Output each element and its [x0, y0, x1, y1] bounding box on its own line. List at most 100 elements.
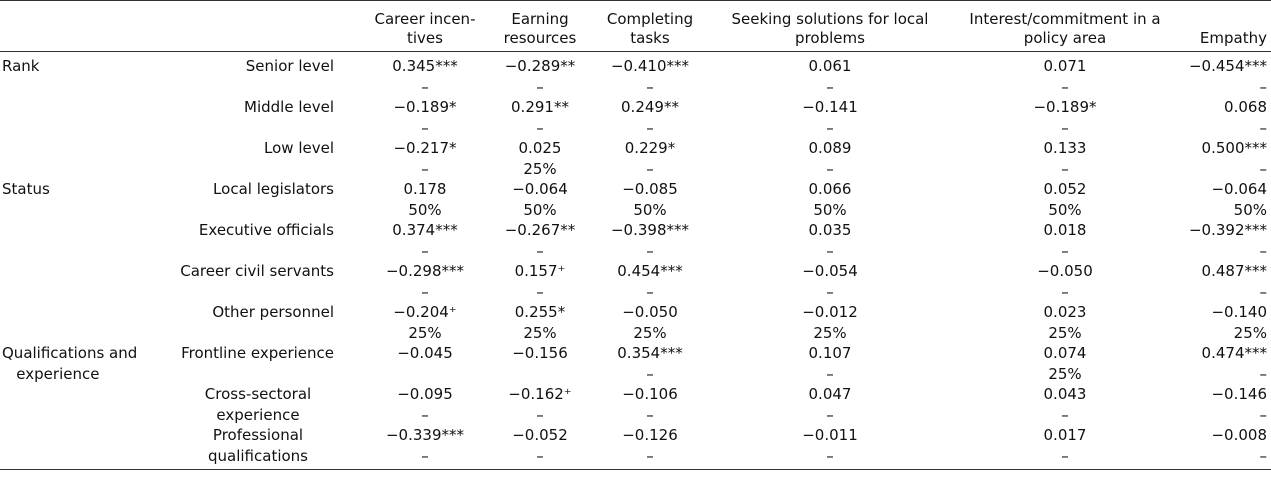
cell-subvalue: 25% — [523, 159, 557, 178]
cell-subvalue: – — [1259, 159, 1268, 178]
cell-value: −0.146 — [1211, 385, 1267, 403]
table-cell: 0.178 50% — [360, 179, 490, 220]
cell-subvalue: – — [646, 282, 654, 301]
row-group-spacer — [0, 138, 160, 179]
cell-subvalue: – — [826, 159, 834, 178]
cell-value: 0.500*** — [1201, 139, 1267, 157]
row-group-spacer — [0, 220, 160, 261]
row-label: Low level — [264, 139, 334, 157]
cell-subvalue: – — [536, 405, 544, 424]
cell-value: 0.017 — [1043, 426, 1087, 444]
table-cell: 0.249** – — [590, 97, 710, 138]
cell-value: 0.157⁺ — [514, 262, 566, 280]
table-cell: 0.291** – — [490, 97, 590, 138]
cell-value: 0.068 — [1224, 98, 1267, 116]
cell-subvalue: 50% — [408, 200, 442, 219]
table-cell: −0.267** – — [490, 220, 590, 261]
cell-value: −0.011 — [802, 426, 858, 444]
table-cell: −0.189* – — [950, 97, 1180, 138]
cell-subvalue: – — [1061, 446, 1069, 465]
table-cell: −0.298*** – — [360, 261, 490, 302]
cell-value: −0.054 — [802, 262, 858, 280]
table-cell: 0.354*** – — [590, 343, 710, 384]
cell-value: −0.126 — [622, 426, 678, 444]
cell-value: −0.085 — [622, 180, 678, 198]
row-label: Professional qualifications — [160, 425, 360, 470]
cell-value: −0.050 — [1037, 262, 1093, 280]
cell-subvalue: – — [1259, 118, 1268, 137]
table-cell: 0.052 50% — [950, 179, 1180, 220]
cell-subvalue: – — [421, 405, 429, 424]
cell-value: 0.061 — [808, 57, 852, 75]
cell-subvalue: – — [826, 77, 834, 96]
table-cell: 0.061 – — [710, 52, 950, 98]
cell-subvalue: – — [1061, 118, 1069, 137]
table-cell: −0.085 50% — [590, 179, 710, 220]
table-cell: −0.189* – — [360, 97, 490, 138]
cell-subvalue: – — [826, 364, 834, 383]
cell-subvalue: – — [826, 118, 834, 137]
cell-value: −0.106 — [622, 385, 678, 403]
cell-value: −0.012 — [802, 303, 858, 321]
cell-value: −0.217* — [393, 139, 457, 157]
cell-value: −0.204⁺ — [393, 303, 457, 321]
cell-subvalue: 25% — [1048, 364, 1082, 383]
cell-subvalue: – — [1061, 159, 1069, 178]
cell-value: −0.410*** — [610, 57, 689, 75]
table-cell: 0.017 – — [950, 425, 1180, 470]
cell-value: −0.045 — [397, 344, 453, 362]
table-cell: −0.392*** – — [1180, 220, 1271, 261]
cell-subvalue: – — [536, 241, 544, 260]
table-cell: −0.398*** – — [590, 220, 710, 261]
column-header — [0, 0, 160, 52]
cell-value: −0.052 — [512, 426, 568, 444]
table-cell: 0.487*** – — [1180, 261, 1271, 302]
table-cell: −0.106 – — [590, 384, 710, 425]
table-cell: 0.374*** – — [360, 220, 490, 261]
cell-value: −0.008 — [1211, 426, 1267, 444]
table-cell: −0.052 – — [490, 425, 590, 470]
cell-subvalue: – — [646, 241, 654, 260]
table-row: Status Local legislators 0.178 50% −0.064 50%… — [0, 179, 1271, 220]
cell-subvalue: – — [421, 159, 429, 178]
row-label: Career civil servants — [180, 262, 334, 280]
table-cell: −0.146 – — [1180, 384, 1271, 425]
cell-subvalue: – — [1061, 77, 1069, 96]
row-group-spacer — [0, 302, 160, 343]
table-row: Career civil servants −0.298*** –0.157⁺ –0.… — [0, 261, 1271, 302]
table-cell: −0.410*** – — [590, 52, 710, 98]
column-header: Empathy — [1180, 0, 1271, 52]
table-cell: 0.043 – — [950, 384, 1180, 425]
table-cell: 0.157⁺ – — [490, 261, 590, 302]
cell-subvalue: 25% — [633, 323, 667, 342]
row-label: Other personnel — [212, 303, 334, 321]
table-cell: 0.229* – — [590, 138, 710, 179]
cell-subvalue: – — [1259, 405, 1268, 424]
cell-subvalue: – — [536, 446, 544, 465]
cell-subvalue: – — [1259, 77, 1268, 96]
table-cell: −0.204⁺ 25% — [360, 302, 490, 343]
table-cell: 0.047 – — [710, 384, 950, 425]
table-cell: −0.217* – — [360, 138, 490, 179]
table-cell: −0.141 – — [710, 97, 950, 138]
row-group-spacer — [0, 384, 160, 425]
row-label: Local legislators — [213, 180, 334, 198]
cell-subvalue: 25% — [813, 323, 847, 342]
table-cell: −0.454*** – — [1180, 52, 1271, 98]
row-label: Middle level — [244, 98, 334, 116]
cell-value: 0.249** — [621, 98, 679, 116]
cell-subvalue: – — [421, 241, 429, 260]
cell-value: −0.064 — [512, 180, 568, 198]
cell-value: −0.454*** — [1188, 57, 1267, 75]
cell-subvalue: – — [536, 282, 544, 301]
column-header: Career incen- tives — [360, 0, 490, 52]
table-cell: −0.012 25% — [710, 302, 950, 343]
table-cell: 0.068 – — [1180, 97, 1271, 138]
table-cell: −0.064 50% — [490, 179, 590, 220]
table-cell: 0.454*** – — [590, 261, 710, 302]
cell-subvalue: – — [826, 405, 834, 424]
cell-value: 0.107 — [808, 344, 852, 362]
row-label: Executive officials — [198, 221, 334, 239]
cell-value: 0.133 — [1043, 139, 1087, 157]
